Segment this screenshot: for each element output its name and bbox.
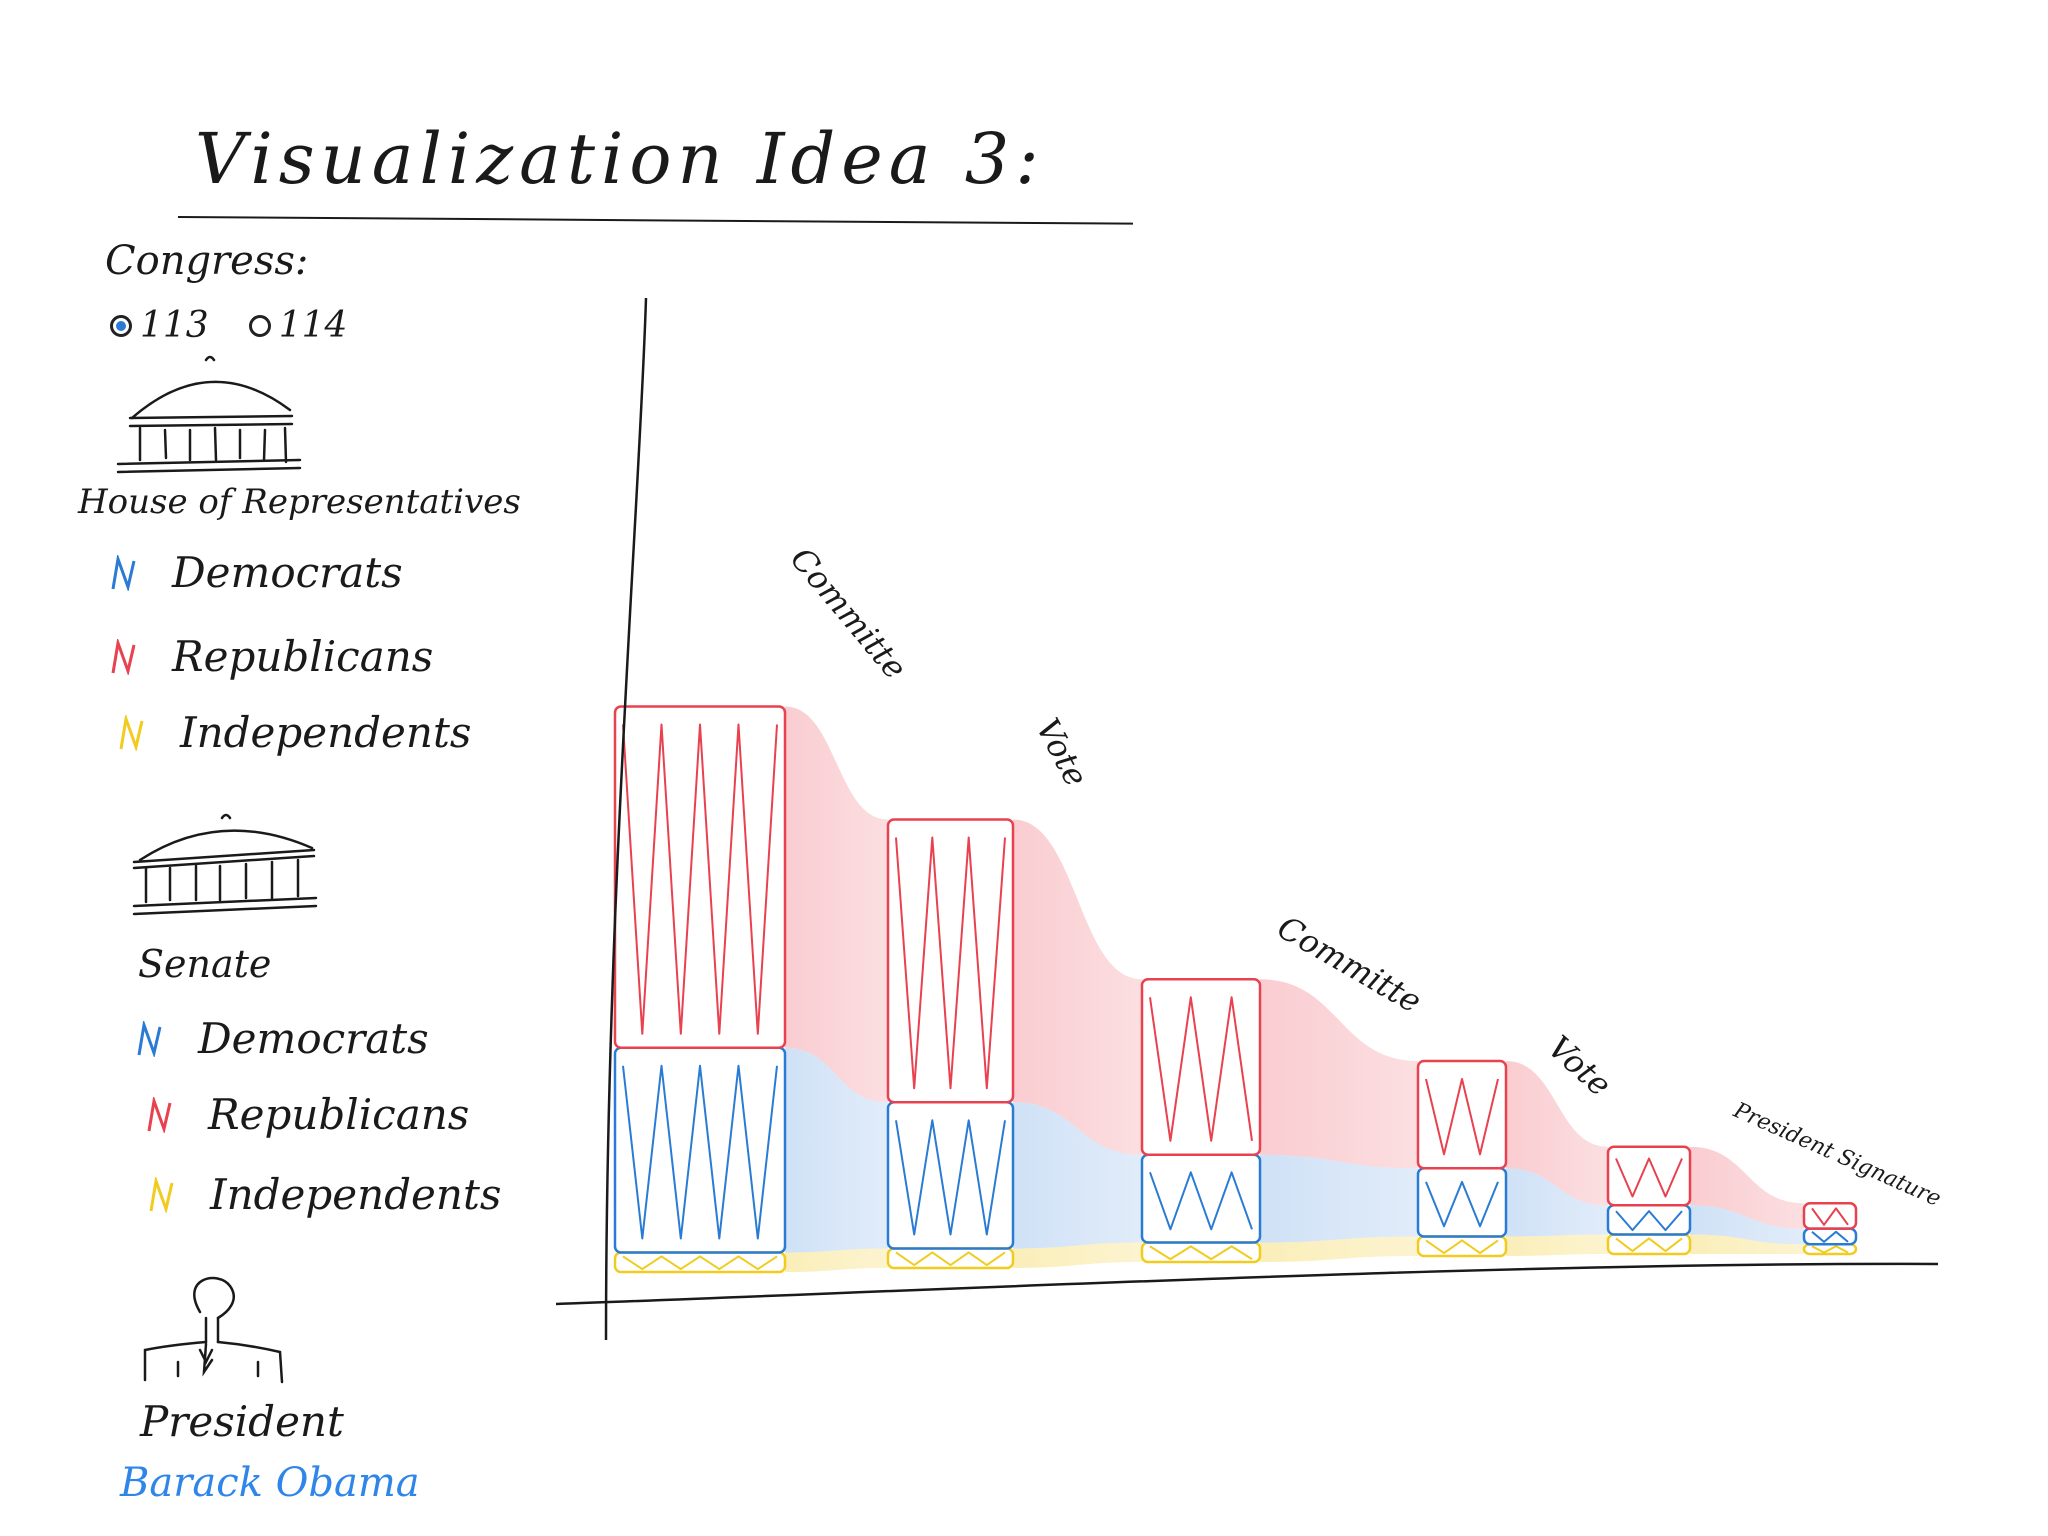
senate-legend-independents[interactable]: Independents [148,1170,501,1219]
president-label: President [140,1397,344,1446]
bar-hatching [1615,1157,1683,1198]
congress-selector: 113 114 [110,305,347,346]
bar-hatching [1811,1207,1849,1226]
zigzag-swatch-icon [119,714,144,751]
flow-band-republicans [1260,979,1418,1169]
flow-band-republicans [1506,1061,1608,1206]
flow-band-republicans [1013,819,1142,1155]
radio-empty-icon [248,314,271,337]
zigzag-swatch-icon [147,1096,172,1133]
congress-option-label: 114 [278,305,348,346]
bar-hatching [1149,1245,1253,1261]
flow-band-independents [1013,1242,1142,1268]
flow-band-independents [1506,1234,1608,1256]
flow-band-independents [1260,1236,1418,1262]
radio-selected-icon [110,314,132,337]
bar-segment-republicans[interactable] [1416,1059,1508,1170]
bar-segment-democrats[interactable] [1606,1204,1692,1236]
flow-band-independents [785,1248,888,1272]
house-legend-democrats[interactable]: Democrats [110,548,403,597]
y-axis [604,297,648,1341]
bar-segment-republicans[interactable] [1606,1145,1692,1207]
bar-hatching [622,1255,778,1271]
bar-segment-republicans[interactable] [1802,1202,1858,1230]
senate-label: Senate [138,942,272,986]
bar-segment-democrats[interactable] [886,1101,1015,1250]
senate-legend-republicans[interactable]: Republicans [146,1090,469,1139]
zigzag-swatch-icon [111,638,136,675]
house-label: House of Representatives [78,482,521,522]
zigzag-swatch-icon [137,1020,162,1057]
flow-band-republicans [785,706,888,1103]
bar-hatching [1149,1171,1253,1231]
legend-label: Independents [210,1170,502,1219]
zigzag-swatch-icon [111,554,136,591]
flow-band-democrats [1013,1102,1142,1249]
flow-band-democrats [1506,1168,1608,1237]
flow-bands [785,706,1804,1272]
flow-band-democrats [785,1047,888,1253]
bar-hatching [1615,1237,1683,1253]
legend-label: Republicans [172,632,434,681]
congress-option-113[interactable]: 113 [110,305,209,346]
senate-legend-democrats[interactable]: Democrats [136,1014,429,1063]
legend-label: Republicans [208,1090,470,1139]
bar-hatching [1811,1245,1849,1254]
bar-hatching [1425,1078,1499,1156]
bar-stacks [613,705,1858,1274]
flow-band-independents [1690,1234,1804,1254]
bar-hatching [895,1119,1006,1236]
house-legend-republicans[interactable]: Republicans [110,632,433,681]
bar-segment-republicans[interactable] [886,818,1015,1104]
legend-label: Democrats [198,1014,429,1063]
flow-band-democrats [1260,1154,1418,1243]
bar-hatching [1615,1210,1683,1232]
bar-segment-republicans[interactable] [613,705,787,1049]
bar-hatching [1149,996,1253,1142]
x-axis [555,1262,1939,1306]
bar-hatching [1425,1239,1499,1255]
congress-option-label: 113 [140,305,209,346]
bar-segment-republicans[interactable] [1140,978,1262,1156]
bar-hatching [622,723,778,1035]
page-title: Visualization Idea 3: [195,118,1045,200]
president-name[interactable]: Barack Obama [120,1460,420,1506]
flow-band-republicans [1690,1146,1804,1229]
flow-band-democrats [1690,1205,1804,1245]
legend-label: Independents [180,708,472,757]
zigzag-swatch-icon [149,1176,174,1213]
congress-label: Congress: [105,238,309,284]
congress-option-114[interactable]: 114 [248,305,348,346]
bar-hatching [622,1064,778,1240]
house-legend-independents[interactable]: Independents [118,708,471,757]
bar-hatching [895,836,1006,1090]
legend-label: Democrats [172,548,403,597]
bar-hatching [1425,1180,1499,1228]
bar-segment-democrats[interactable] [1416,1167,1508,1238]
bar-hatching [895,1251,1006,1267]
bar-hatching [1811,1230,1849,1243]
